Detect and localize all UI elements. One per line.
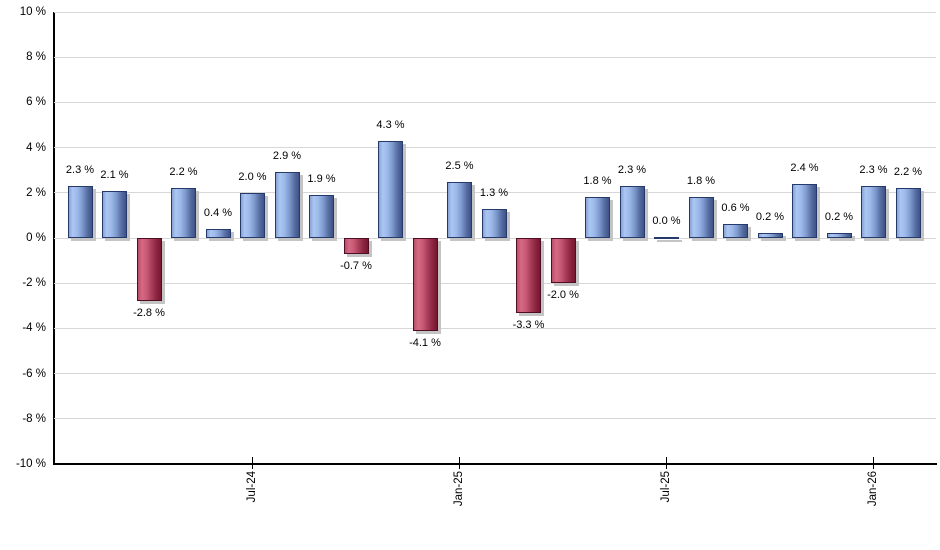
bar-value-label: 0.0 % <box>652 214 681 227</box>
bar <box>102 190 127 238</box>
gridline <box>54 192 936 194</box>
bar <box>516 238 541 313</box>
bar <box>67 186 93 238</box>
y-axis-tick-label: 6 % <box>26 96 46 109</box>
bar-value-label: 2.5 % <box>445 159 474 172</box>
x-axis-tick-label: Jul-24 <box>245 471 258 503</box>
bar-value-label: -0.7 % <box>340 259 372 272</box>
gridline <box>54 56 936 58</box>
bar <box>343 238 369 254</box>
y-axis-tick-label: -10 % <box>15 458 46 470</box>
bar-value-label: 0.2 % <box>755 211 785 224</box>
bar-value-label: 2.3 % <box>859 164 888 177</box>
gridline <box>54 282 936 284</box>
bar <box>654 236 679 239</box>
bar <box>205 228 231 238</box>
x-axis-tick <box>665 457 668 469</box>
bar-value-label: 0.2 % <box>824 211 854 224</box>
x-axis-tick-label: Jul-25 <box>659 471 672 503</box>
bar-value-label: 2.2 % <box>893 166 923 179</box>
gridline <box>54 237 936 239</box>
bar <box>171 188 196 238</box>
gridline <box>54 147 936 149</box>
bar <box>309 195 334 238</box>
bar-value-label: 2.1 % <box>100 168 129 181</box>
bar <box>585 197 610 238</box>
bar-value-label: 2.3 % <box>617 164 647 177</box>
x-axis-tick <box>251 457 254 469</box>
bar-value-label: 1.8 % <box>583 175 612 188</box>
bar-value-label: 1.9 % <box>307 173 336 186</box>
bar-value-label: 1.3 % <box>479 186 509 199</box>
gridline <box>54 373 936 375</box>
bar <box>826 233 852 238</box>
bar-value-label: -4.1 % <box>409 336 441 349</box>
bar <box>240 192 265 238</box>
y-axis-line <box>53 12 55 465</box>
bar <box>378 140 403 238</box>
bar <box>619 186 645 238</box>
bar <box>723 224 748 238</box>
bar-value-label: 2.9 % <box>272 150 302 163</box>
bar <box>688 197 714 238</box>
x-axis-tick <box>458 457 461 469</box>
bar <box>895 188 921 238</box>
gridline <box>54 327 936 329</box>
y-axis-tick-label: 8 % <box>26 51 46 64</box>
bar-value-label: 2.2 % <box>169 166 198 179</box>
bar <box>757 233 783 238</box>
bar-value-label: 0.4 % <box>203 206 233 219</box>
y-axis-tick-label: 0 % <box>26 232 46 244</box>
bar-value-label: -2.0 % <box>547 289 579 302</box>
y-axis-tick-label: -4 % <box>22 322 46 335</box>
bar <box>274 172 300 238</box>
bar <box>412 238 438 331</box>
bar-value-label: 2.0 % <box>238 170 267 183</box>
bar <box>447 181 472 238</box>
bar-value-label: -2.8 % <box>133 307 165 320</box>
y-axis-tick-label: 4 % <box>26 141 46 154</box>
bar <box>136 238 162 302</box>
bar <box>792 183 817 238</box>
y-axis-tick-label: -6 % <box>22 367 46 380</box>
bar <box>481 208 507 238</box>
bar <box>550 238 576 284</box>
x-axis-line <box>53 463 937 465</box>
gridline <box>54 11 936 13</box>
bar <box>861 186 886 238</box>
x-axis-tick-label: Jan-26 <box>866 471 879 507</box>
y-axis-tick-label: -2 % <box>22 277 46 290</box>
y-axis-tick-label: 2 % <box>26 186 46 199</box>
x-axis-tick <box>872 457 875 469</box>
bar-value-label: 4.3 % <box>376 118 405 131</box>
bar-value-label: 2.3 % <box>65 164 95 177</box>
bar-value-label: 0.6 % <box>721 202 750 215</box>
y-axis-tick-label: -8 % <box>22 412 46 425</box>
x-axis-tick-label: Jan-25 <box>452 471 465 507</box>
gridline <box>54 101 936 103</box>
bar-value-label: -3.3 % <box>512 318 545 331</box>
bar-value-label: 2.4 % <box>790 161 819 174</box>
gridline <box>54 418 936 420</box>
bar-value-label: 1.8 % <box>686 175 716 188</box>
y-axis-tick-label: 10 % <box>19 6 46 18</box>
